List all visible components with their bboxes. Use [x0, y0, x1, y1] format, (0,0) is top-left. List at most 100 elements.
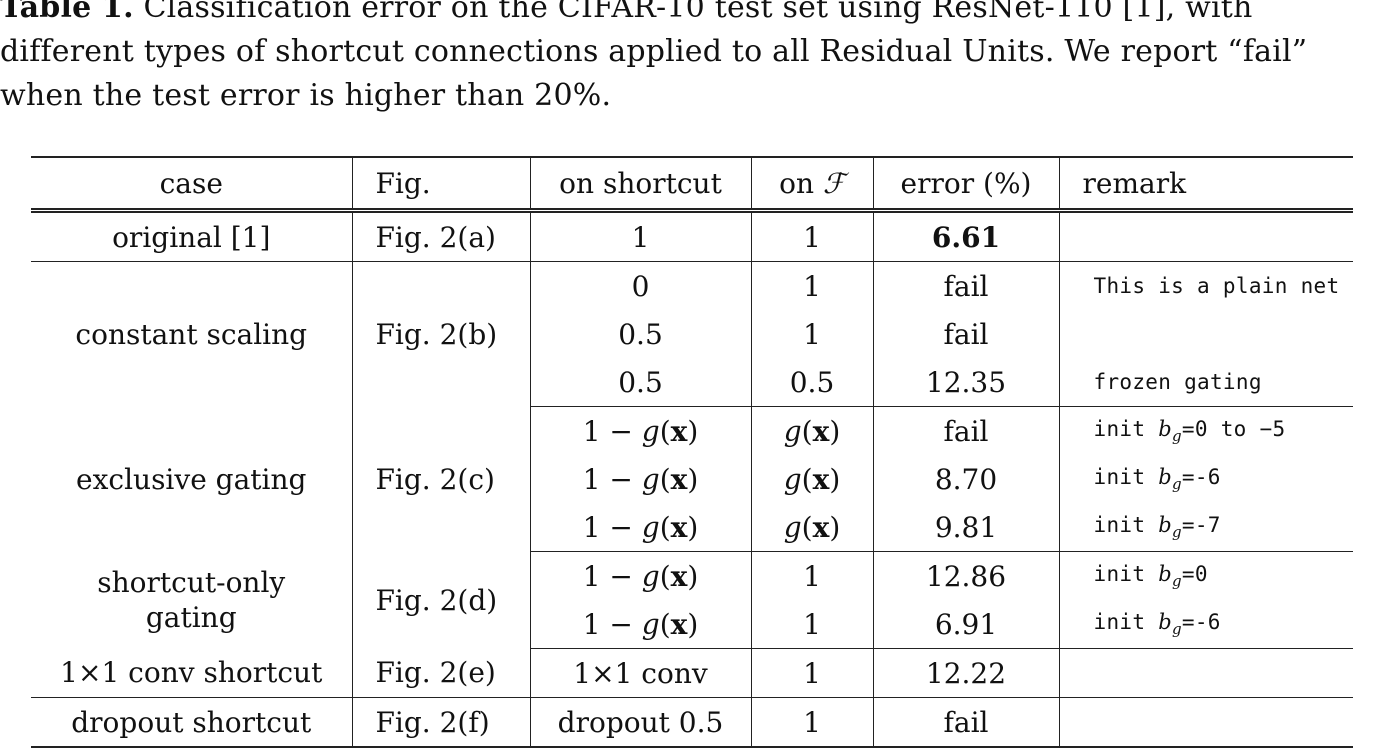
math-x: x: [812, 414, 830, 448]
table-row: 1 − g(x) g(x) 9.81 init bg=-7: [31, 503, 1353, 552]
math-prefix: 1 −: [582, 607, 642, 641]
cell-error: fail: [872, 697, 1060, 748]
table-row: 0.5 0.5 12.35 frozen gating: [31, 358, 1353, 407]
caption-line-2: different types of shortcut connections …: [0, 34, 1308, 69]
cell-on-f: g(x): [750, 455, 874, 503]
cell-error: fail: [872, 261, 1060, 310]
caption-text-1: Classification error on the CIFAR-10 tes…: [133, 0, 1253, 25]
math-x: x: [670, 414, 688, 448]
header-error: error (%): [872, 156, 1060, 213]
math-g: g: [641, 607, 660, 641]
cell-fig: Fig. 2(f): [351, 697, 531, 748]
cell-on-f: 1: [750, 210, 874, 262]
math-g: g: [783, 462, 802, 496]
cell-error: 12.86: [872, 551, 1060, 600]
cell-fig: Fig. 2(e): [351, 648, 531, 698]
cell-remark: init bg=-6: [1058, 600, 1353, 649]
header-row: case Fig. on shortcut on ℱ error (%) rem…: [31, 156, 1353, 213]
cell-on-shortcut: 1: [529, 210, 752, 262]
header-remark: remark: [1058, 156, 1353, 213]
math-g: g: [641, 510, 660, 544]
cell-fig: Fig. 2(b): [351, 261, 531, 407]
cell-remark: [1058, 697, 1353, 748]
table-row: dropout shortcut Fig. 2(f) dropout 0.5 1 fai…: [31, 697, 1353, 748]
math-prefix: 1 −: [582, 414, 642, 448]
cell-remark: init bg=0: [1058, 551, 1353, 600]
table-body: original [1] Fig. 2(a) 1 1 6.61 constant scal…: [31, 210, 1353, 748]
cell-on-shortcut: 1 − g(x): [529, 406, 752, 455]
cell-on-f: 1: [750, 551, 874, 600]
cell-error: fail: [872, 310, 1060, 358]
table-caption: Table 1. Classification error on the CIF…: [0, 0, 1384, 118]
cell-on-shortcut: 1 − g(x): [530, 455, 752, 503]
cell-case: original [1]: [31, 210, 353, 262]
math-g: g: [783, 510, 802, 544]
caption-label: Table 1.: [0, 0, 134, 25]
cell-on-shortcut: 0.5: [530, 358, 752, 407]
header-on-f: on ℱ: [750, 156, 874, 213]
cell-on-shortcut: 1 − g(x): [530, 503, 752, 552]
math-prefix: 1 −: [582, 462, 642, 496]
cell-on-shortcut: 1 − g(x): [530, 600, 752, 649]
table-row: original [1] Fig. 2(a) 1 1 6.61: [31, 210, 1353, 262]
table-row: 1×1 conv shortcut Fig. 2(e) 1×1 conv 1 12.22: [31, 648, 1353, 698]
cell-remark: [1058, 310, 1353, 358]
header-on-shortcut: on shortcut: [529, 156, 752, 213]
cell-fig: Fig. 2(a): [351, 210, 531, 262]
math-b-g: bg: [1158, 609, 1182, 639]
math-x: x: [812, 510, 830, 544]
cell-error: 9.81: [872, 503, 1060, 552]
cell-remark: init bg=-6: [1058, 455, 1353, 503]
cell-on-f: 1: [750, 600, 874, 649]
math-x: x: [670, 559, 688, 593]
table-row: 1 − g(x) 1 6.91 init bg=-6: [31, 600, 1353, 649]
math-x: x: [670, 607, 688, 641]
cell-on-f: 1: [750, 697, 874, 748]
cell-on-shortcut: 0.5: [530, 310, 752, 358]
cell-remark: [1058, 210, 1353, 262]
cell-error: 6.91: [872, 600, 1060, 649]
table-row: 1 − g(x) g(x) 8.70 init bg=-6: [31, 455, 1353, 503]
cell-on-shortcut: 1 − g(x): [529, 551, 752, 600]
math-g: g: [641, 414, 660, 448]
math-x: x: [670, 462, 688, 496]
cell-error: 12.35: [872, 358, 1060, 407]
cell-on-shortcut: 1×1 conv: [529, 648, 752, 698]
cell-on-f: 0.5: [750, 358, 874, 407]
math-g: g: [641, 559, 660, 593]
table-row: constant scaling Fig. 2(b) 0 1 fail This is a…: [31, 261, 1353, 407]
cell-remark: init bg=0 to −5: [1058, 406, 1353, 455]
cell-case: shortcut-only gating: [31, 551, 353, 649]
cell-fig: Fig. 2(c): [351, 406, 531, 552]
table-row: 0.5 1 fail: [31, 310, 1353, 358]
cell-remark: This is a plain net: [1058, 261, 1353, 310]
cell-remark: [1058, 648, 1353, 698]
math-x: x: [670, 510, 688, 544]
cell-on-shortcut: dropout 0.5: [529, 697, 752, 748]
cell-fig: Fig. 2(d): [351, 551, 531, 649]
math-g: g: [783, 414, 802, 448]
table-row: shortcut-only gating Fig. 2(d) 1 − g(x) 1 12…: [31, 551, 1353, 649]
table-row: exclusive gating Fig. 2(c) 1 − g(x) g(x) fai…: [31, 406, 1353, 552]
header-fig: Fig.: [351, 156, 531, 213]
math-x: x: [812, 462, 830, 496]
math-prefix: 1 −: [582, 510, 642, 544]
math-b-g: bg: [1158, 512, 1182, 542]
header-on-f-symbol: ℱ: [822, 166, 845, 200]
cell-on-f: 1: [750, 310, 874, 358]
cell-on-f: 1: [750, 648, 874, 698]
caption-line-1: Table 1. Classification error on the CIF…: [0, 0, 1384, 30]
cell-on-shortcut: 0: [529, 261, 752, 310]
cell-on-f: g(x): [750, 503, 874, 552]
cell-case: dropout shortcut: [31, 697, 353, 748]
results-table: case Fig. on shortcut on ℱ error (%) rem…: [31, 156, 1353, 748]
cell-error: 6.61: [872, 210, 1060, 262]
cell-case: exclusive gating: [31, 406, 353, 552]
header-on-f-prefix: on: [779, 166, 823, 200]
cell-case: constant scaling: [31, 261, 353, 407]
caption-line-3: when the test error is higher than 20%.: [0, 78, 612, 113]
cell-on-f: 1: [750, 261, 874, 310]
math-g: g: [641, 462, 660, 496]
cell-remark: frozen gating: [1058, 358, 1353, 407]
cell-error: fail: [872, 406, 1060, 455]
